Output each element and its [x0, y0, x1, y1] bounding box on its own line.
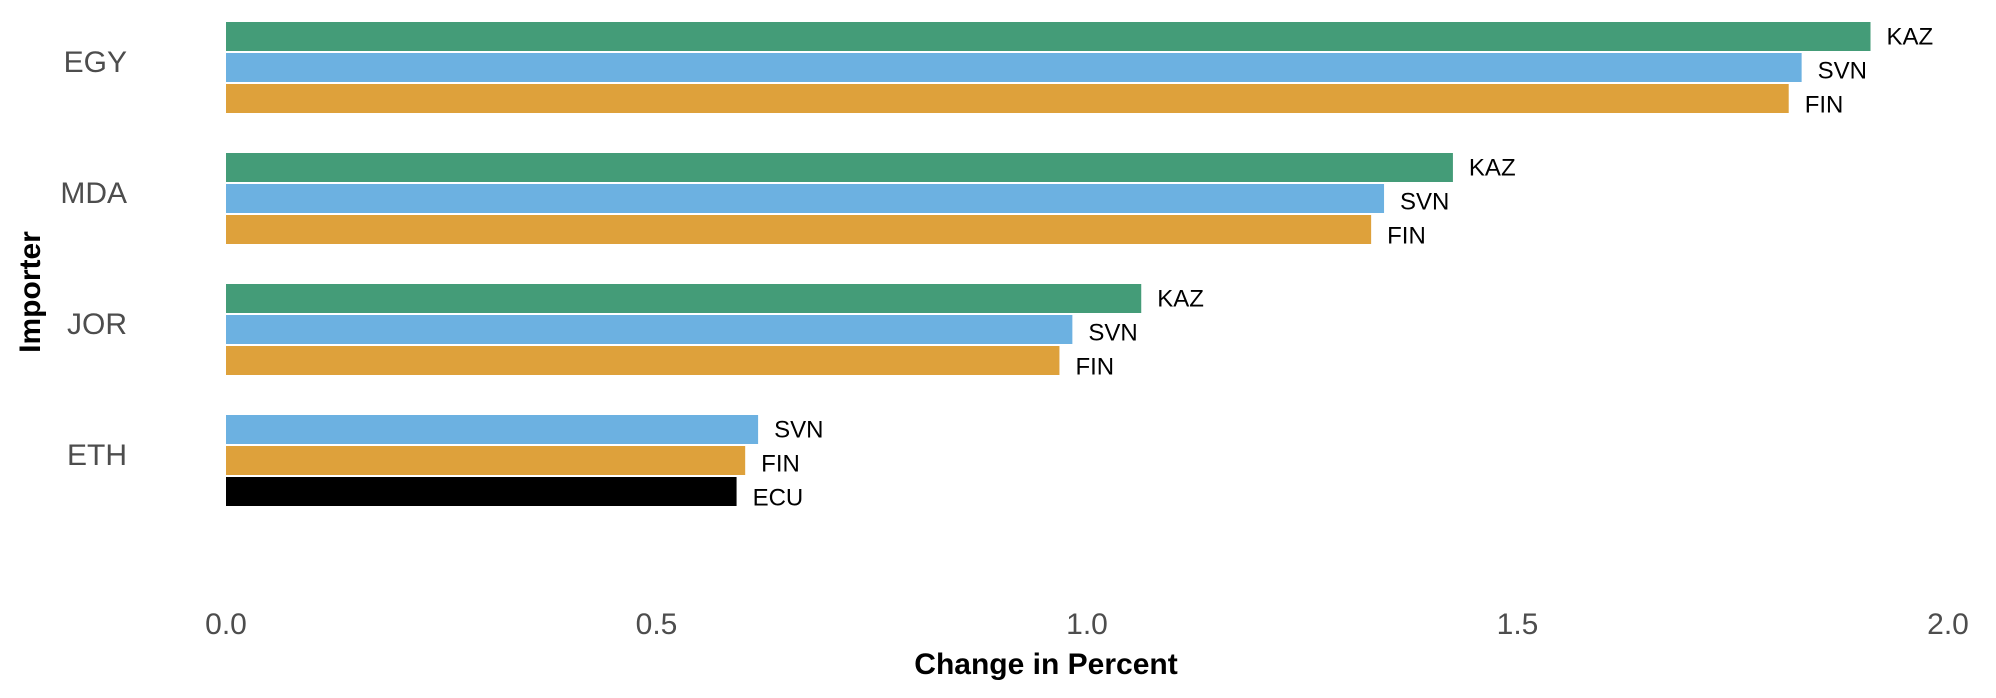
bar-egy-svn	[226, 53, 1802, 82]
bar-label-mda-svn: SVN	[1400, 189, 1449, 216]
bar-eth-svn	[226, 415, 759, 444]
bar-label-eth-svn: SVN	[774, 417, 823, 444]
bar-egy-kaz	[226, 22, 1871, 51]
bar-label-egy-fin: FIN	[1805, 92, 1844, 119]
bar-eth-ecu	[226, 477, 737, 506]
y-category-label-jor: JOR	[67, 308, 127, 341]
bar-label-jor-svn: SVN	[1088, 320, 1137, 347]
bar-label-jor-fin: FIN	[1075, 354, 1114, 381]
bar-mda-fin	[226, 215, 1372, 244]
x-tick-label: 0.5	[636, 608, 678, 641]
x-tick-label: 2.0	[1927, 608, 1969, 641]
bar-eth-fin	[226, 446, 746, 475]
x-axis-tick-labels: 0.0 0.5 1.0 1.5 2.0	[205, 608, 1969, 641]
bar-jor-svn	[226, 315, 1073, 344]
bar-jor-fin	[226, 346, 1060, 375]
y-category-label-egy: EGY	[64, 46, 127, 79]
bar-egy-fin	[226, 84, 1789, 113]
x-tick-label: 1.0	[1066, 608, 1108, 641]
bar-mda-svn	[226, 184, 1385, 213]
x-tick-label: 0.0	[205, 608, 247, 641]
y-category-label-mda: MDA	[60, 177, 127, 210]
bar-label-eth-ecu: ECU	[753, 485, 804, 512]
x-tick-label: 1.5	[1497, 608, 1539, 641]
y-axis-title: Importer	[14, 231, 47, 353]
bar-label-jor-kaz: KAZ	[1157, 286, 1204, 313]
y-axis-category-labels: EGY MDA JOR ETH	[60, 46, 127, 472]
bar-label-mda-kaz: KAZ	[1469, 155, 1516, 182]
bar-label-eth-fin: FIN	[761, 451, 800, 478]
x-axis-title: Change in Percent	[914, 648, 1177, 681]
bar-label-egy-kaz: KAZ	[1887, 24, 1934, 51]
bar-label-mda-fin: FIN	[1387, 223, 1426, 250]
bar-label-egy-svn: SVN	[1818, 58, 1867, 85]
bar-jor-kaz	[226, 284, 1142, 313]
bar-mda-kaz	[226, 153, 1453, 182]
y-category-label-eth: ETH	[67, 439, 127, 472]
plot-area: KAZ SVN FIN KAZ SVN FIN KAZ SVN FIN SVN FIN ECU	[226, 22, 1933, 512]
